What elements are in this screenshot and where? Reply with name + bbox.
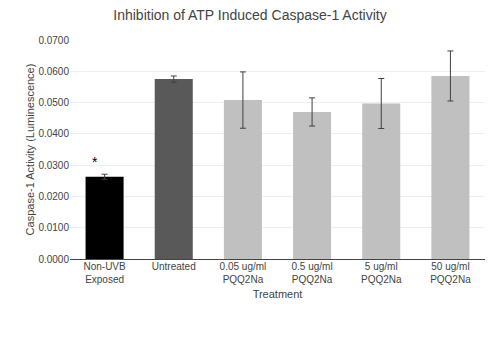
svg-text:*: * [92,154,98,170]
svg-text:0.5 ug/mlPQQ2Na: 0.5 ug/mlPQQ2Na [292,261,333,285]
svg-text:0.0600: 0.0600 [38,66,69,77]
svg-text:0.0100: 0.0100 [38,222,69,233]
svg-text:0.0700: 0.0700 [38,35,69,46]
svg-text:5 ug/mlPQQ2Na: 5 ug/mlPQQ2Na [361,261,402,285]
svg-text:50 ug/mlPQQ2Na: 50 ug/mlPQQ2Na [430,261,471,285]
svg-text:0.0200: 0.0200 [38,191,69,202]
svg-text:Non-UVBExposed: Non-UVBExposed [83,261,126,285]
svg-text:Untreated: Untreated [152,261,196,272]
svg-text:0.0000: 0.0000 [38,254,69,265]
svg-text:Treatment: Treatment [253,288,303,300]
svg-text:0.0500: 0.0500 [38,97,69,108]
svg-text:0.0400: 0.0400 [38,128,69,139]
svg-text:0.0300: 0.0300 [38,160,69,171]
svg-text:0.05 ug/mlPQQ2Na: 0.05 ug/mlPQQ2Na [220,261,267,285]
svg-text:Inhibition of ATP Induced Casp: Inhibition of ATP Induced Caspase-1 Acti… [113,7,386,23]
svg-text:Caspase-1 Activity (Luminescen: Caspase-1 Activity (Luminescence) [24,64,36,236]
